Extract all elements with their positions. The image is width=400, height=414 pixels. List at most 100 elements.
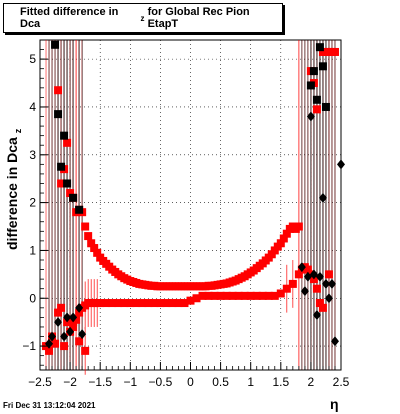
data-point [192, 294, 201, 303]
data-point [309, 269, 318, 280]
data-point [312, 105, 321, 114]
error-bars [45, 40, 342, 375]
x-tick-label: 2 [308, 375, 315, 389]
data-point [66, 326, 75, 337]
data-point [312, 95, 321, 104]
y-tick-label: 0 [29, 291, 36, 305]
x-tick-label: −0.5 [149, 375, 173, 389]
data-point [57, 162, 66, 171]
x-tick-label: −1.5 [88, 375, 112, 389]
y-tick-label: 2 [29, 196, 36, 210]
data-point [294, 222, 303, 231]
data-point [57, 179, 66, 188]
data-point [90, 244, 99, 253]
x-tick-label: 1.5 [272, 375, 289, 389]
data-point [57, 303, 66, 312]
data-point [318, 62, 327, 71]
data-point [180, 299, 189, 308]
data-point [315, 299, 324, 308]
data-point [270, 291, 279, 300]
data-point [93, 248, 102, 257]
data-point [81, 222, 90, 231]
data-point [102, 299, 111, 308]
data-point [51, 339, 60, 348]
y-label-sub: z [12, 128, 23, 134]
data-point [54, 110, 63, 119]
x-tick-label: 0 [187, 375, 194, 389]
data-point [240, 291, 249, 300]
data-point [63, 179, 72, 188]
data-point [54, 317, 63, 328]
data-point [132, 299, 141, 308]
data-point [168, 299, 177, 308]
data-point [315, 43, 324, 52]
data-point [297, 262, 306, 273]
data-point [69, 322, 78, 331]
data-point [222, 291, 231, 300]
data-point [60, 342, 69, 351]
title-main: Fitted difference in Dca [20, 6, 119, 30]
data-point [282, 284, 291, 293]
data-point [300, 286, 309, 297]
data-point [75, 337, 84, 346]
data-point [87, 239, 96, 248]
x-tick-label: 0.5 [212, 375, 229, 389]
data-point [120, 299, 129, 308]
data-point [63, 138, 72, 147]
data-point [330, 47, 339, 56]
data-point [63, 312, 72, 323]
data-point [174, 299, 183, 308]
y-tick-label: −1 [22, 339, 36, 353]
data-point [75, 205, 84, 214]
data-point [312, 310, 321, 320]
data-point [54, 86, 63, 95]
data-point [162, 299, 171, 308]
data-point [321, 102, 330, 111]
data-point [108, 299, 117, 308]
title-sub: z [140, 13, 145, 23]
data-point [288, 279, 297, 288]
data-point [279, 234, 288, 243]
data-point [84, 232, 93, 241]
data-point [126, 299, 135, 308]
data-point [54, 308, 63, 317]
data-point [198, 291, 207, 300]
data-point [337, 159, 345, 170]
data-point [294, 270, 303, 279]
x-tick-label: −2.5 [28, 375, 52, 389]
data-point [228, 291, 237, 300]
data-point [252, 291, 261, 300]
x-tick-label: −1 [123, 375, 137, 389]
data-point [60, 331, 69, 342]
chart-title: Fitted difference in Dca z for Global Re… [3, 3, 283, 33]
y-tick-label: 4 [29, 100, 36, 114]
data-point [150, 299, 159, 308]
data-point [78, 329, 87, 340]
data-point [48, 331, 57, 342]
footer-timestamp: Fri Dec 31 13:12:04 2021 [3, 401, 96, 410]
data-point [96, 299, 105, 308]
data-point [75, 302, 84, 313]
data-point [216, 291, 225, 300]
data-point [318, 192, 327, 203]
data-point [204, 291, 213, 300]
data-markers [42, 40, 345, 355]
y-label-text: difference in Dca [4, 137, 20, 250]
data-point [303, 271, 312, 282]
data-point [312, 284, 321, 293]
data-point [144, 299, 153, 308]
x-tick-label: −2 [63, 375, 77, 389]
data-point [276, 289, 285, 298]
title-rest: for Global Rec Pion EtapT [147, 6, 250, 30]
data-point [69, 193, 78, 202]
data-point [264, 291, 273, 300]
y-tick-label: 1 [29, 243, 36, 257]
data-point [69, 312, 78, 323]
data-point [303, 265, 312, 274]
data-point [138, 299, 147, 308]
data-point [309, 67, 318, 76]
data-point [156, 299, 165, 308]
data-point [276, 239, 285, 248]
data-point [324, 270, 333, 279]
